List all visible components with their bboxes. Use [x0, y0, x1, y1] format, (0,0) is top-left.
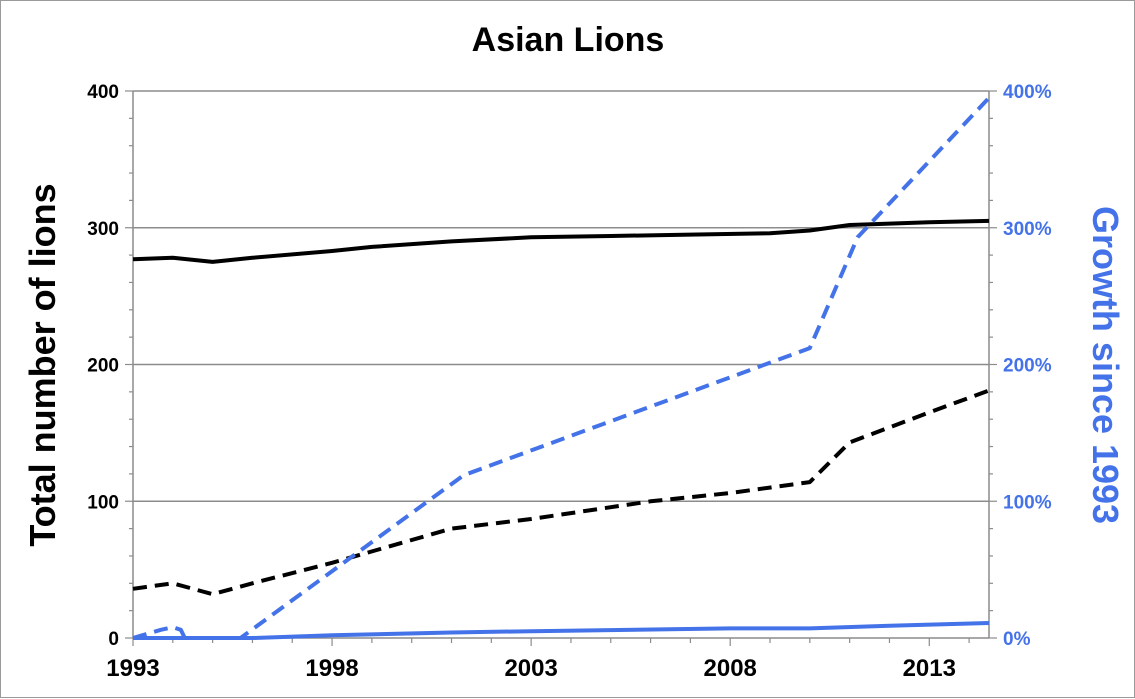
y2-tick-label-3: 300% — [1003, 219, 1052, 240]
series-line-0-left-solid — [132, 218, 990, 264]
axes — [125, 90, 997, 646]
y-tick-label-0: 0 — [108, 629, 119, 650]
series-lines — [132, 96, 991, 640]
y2-tick-label-2: 200% — [1003, 356, 1052, 377]
y2-axis-label: Growth since 1993 — [1085, 206, 1126, 524]
series-line-2-right-dashed — [132, 96, 991, 640]
y-tick-label-2: 200 — [87, 356, 119, 377]
y-axis-label: Total number of lions — [22, 183, 63, 546]
y2-tick-label-1: 100% — [1003, 492, 1052, 513]
y-tick-label-1: 100 — [87, 492, 119, 513]
series-line-3-right-solid — [133, 621, 990, 640]
tick-labels: 0 100 200 300 400 0% 100% 200% 300% 400% 1993 1998 2… — [87, 82, 1051, 682]
y-tick-label-4: 400 — [87, 82, 119, 103]
grid-lines — [133, 90, 989, 502]
x-tick-label-2: 2003 — [504, 655, 557, 682]
y2-tick-label-4: 400% — [1003, 82, 1052, 103]
x-tick-label-1: 1998 — [305, 655, 358, 682]
x-tick-label-4: 2013 — [903, 655, 956, 682]
chart-title: Asian Lions — [472, 21, 665, 59]
y-tick-label-3: 300 — [87, 219, 119, 240]
x-tick-label-3: 2008 — [704, 655, 757, 682]
x-tick-label-0: 1993 — [106, 655, 159, 682]
series-line-1-left-dashed — [132, 388, 990, 597]
y2-tick-label-0: 0% — [1003, 629, 1031, 650]
